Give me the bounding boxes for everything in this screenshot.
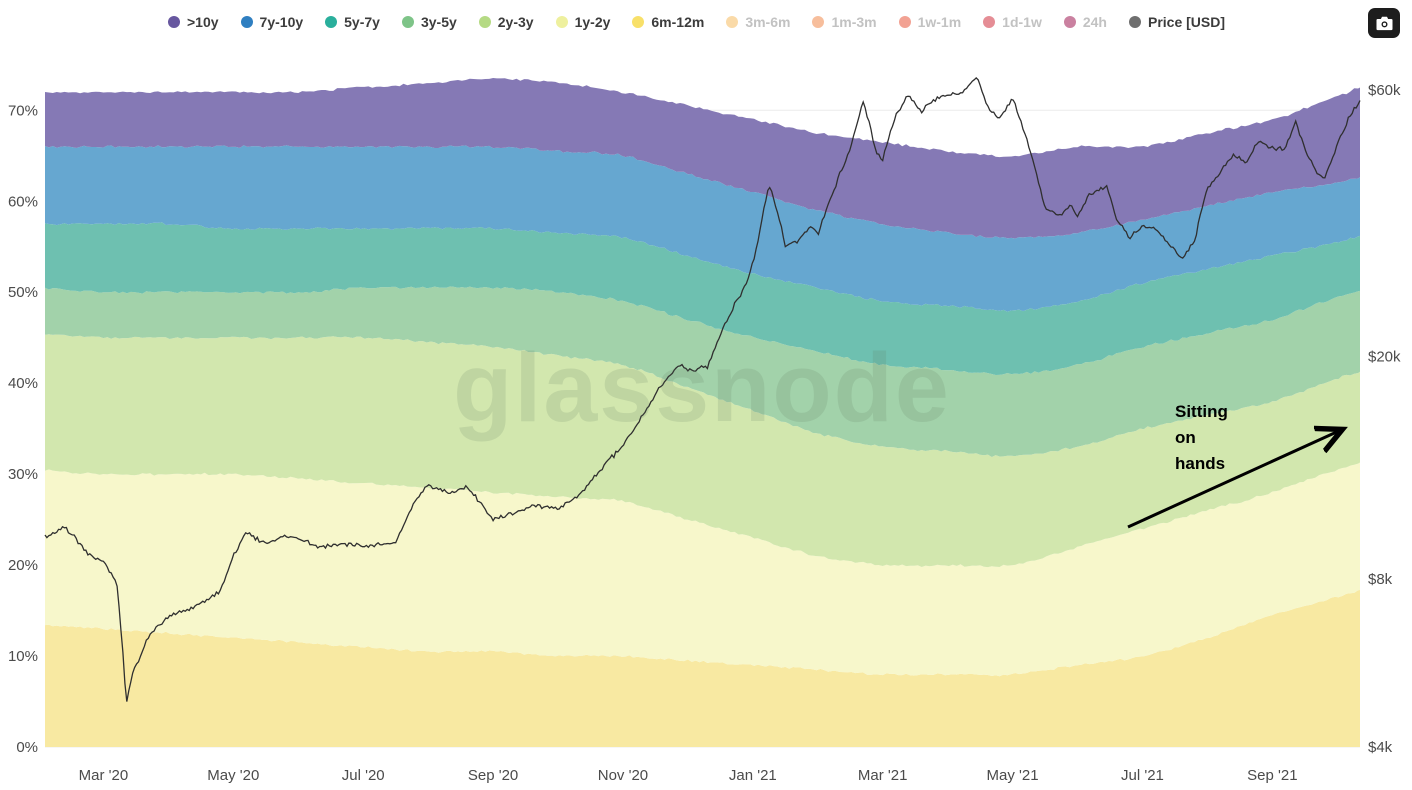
legend-item-3y-5y[interactable]: 3y-5y xyxy=(401,14,457,30)
legend-item-10y[interactable]: >10y xyxy=(168,14,219,30)
annotation-arrow xyxy=(1127,430,1341,529)
legend-swatch-6m-12m xyxy=(632,16,645,28)
legend-swatch-1y-2y xyxy=(555,16,568,28)
price-axis-tick-label: $20k xyxy=(1368,348,1401,365)
legend-label: 1m-3m xyxy=(831,14,877,30)
legend-label: 3y-5y xyxy=(420,14,457,30)
x-axis-tick-label: Jul '20 xyxy=(342,767,385,784)
percent-axis-tick-label: 50% xyxy=(8,284,38,301)
legend-label: 2y-3y xyxy=(497,14,534,30)
legend-label: Price [USD] xyxy=(1147,14,1226,30)
camera-icon xyxy=(1376,16,1393,31)
x-axis-tick-label: May '20 xyxy=(207,767,259,784)
x-axis-tick-label: Jul '21 xyxy=(1121,767,1164,784)
band-6m-12m xyxy=(45,590,1360,747)
legend-item-1y-2y[interactable]: 1y-2y xyxy=(555,14,611,30)
percent-axis-tick-label: 40% xyxy=(8,375,38,392)
legend-item-3m-6m[interactable]: 3m-6m xyxy=(726,14,790,30)
legend-item-price-usd[interactable]: Price [USD] xyxy=(1128,14,1226,30)
legend-swatch-7y-10y xyxy=(240,16,253,28)
legend-item-1w-1m[interactable]: 1w-1m xyxy=(898,14,962,30)
x-axis-tick-label: May '21 xyxy=(987,767,1039,784)
legend: >10y 7y-10y 5y-7y 3y-5y 2y-3y 1y-2y 6m-12m 3m-6… xyxy=(168,14,1225,30)
x-axis-tick-label: Jan '21 xyxy=(729,767,777,784)
percent-axis-tick-label: 0% xyxy=(16,739,38,756)
percent-axis-tick-label: 20% xyxy=(8,557,38,574)
legend-label: 7y-10y xyxy=(259,14,304,30)
band-10y xyxy=(45,78,1360,239)
legend-label: 3m-6m xyxy=(745,14,791,30)
price-axis-tick-label: $8k xyxy=(1368,571,1393,588)
legend-label: 24h xyxy=(1082,14,1107,30)
price-axis-tick-label: $4k xyxy=(1368,739,1393,756)
price-line xyxy=(44,76,1361,702)
legend-swatch-3m-6m xyxy=(726,16,739,28)
legend-swatch-3y-5y xyxy=(401,16,414,28)
legend-item-1m-3m[interactable]: 1m-3m xyxy=(812,14,877,30)
legend-label: 5y-7y xyxy=(344,14,380,30)
legend-item-1d-1w[interactable]: 1d-1w xyxy=(983,14,1042,30)
x-axis-tick-label: Nov '20 xyxy=(598,767,648,784)
band-2y-3y xyxy=(45,334,1360,568)
legend-swatch-24h xyxy=(1063,16,1076,28)
legend-swatch-1w-1m xyxy=(898,16,911,28)
band-3y-5y xyxy=(45,286,1360,457)
legend-item-6m-12m[interactable]: 6m-12m xyxy=(632,14,704,30)
camera-button[interactable] xyxy=(1368,8,1400,38)
percent-axis-tick-label: 30% xyxy=(8,466,38,483)
percent-axis-tick-label: 70% xyxy=(8,102,38,119)
legend-swatch-1m-3m xyxy=(812,16,825,28)
legend-label: 6m-12m xyxy=(651,14,705,30)
legend-item-7y-10y[interactable]: 7y-10y xyxy=(240,14,304,30)
legend-label: >10y xyxy=(187,14,219,30)
percent-axis-tick-label: 60% xyxy=(8,193,38,210)
x-axis-tick-label: Mar '21 xyxy=(858,767,908,784)
annotation-text: Sitting on hands xyxy=(1175,402,1228,473)
x-axis-tick-label: Sep '20 xyxy=(468,767,518,784)
legend-swatch-10y xyxy=(168,16,180,28)
price-axis-tick-label: $60k xyxy=(1368,82,1401,99)
x-axis-tick-label: Sep '21 xyxy=(1247,767,1297,784)
legend-label: 1w-1m xyxy=(917,14,962,30)
legend-item-2y-3y[interactable]: 2y-3y xyxy=(478,14,534,30)
legend-swatch-1d-1w xyxy=(983,16,996,28)
band-5y-7y xyxy=(45,222,1360,375)
legend-item-24h[interactable]: 24h xyxy=(1063,14,1107,30)
legend-label: 1y-2y xyxy=(574,14,611,30)
legend-label: 1d-1w xyxy=(1002,14,1042,30)
band-1y-2y xyxy=(45,462,1360,677)
legend-swatch-2y-3y xyxy=(478,16,491,28)
percent-axis-tick-label: 10% xyxy=(8,648,38,665)
x-axis-tick-label: Mar '20 xyxy=(79,767,129,784)
legend-item-5y-7y[interactable]: 5y-7y xyxy=(325,14,380,30)
legend-swatch-price-usd xyxy=(1128,16,1141,28)
legend-swatch-5y-7y xyxy=(325,16,338,28)
band-7y-10y xyxy=(45,145,1360,312)
